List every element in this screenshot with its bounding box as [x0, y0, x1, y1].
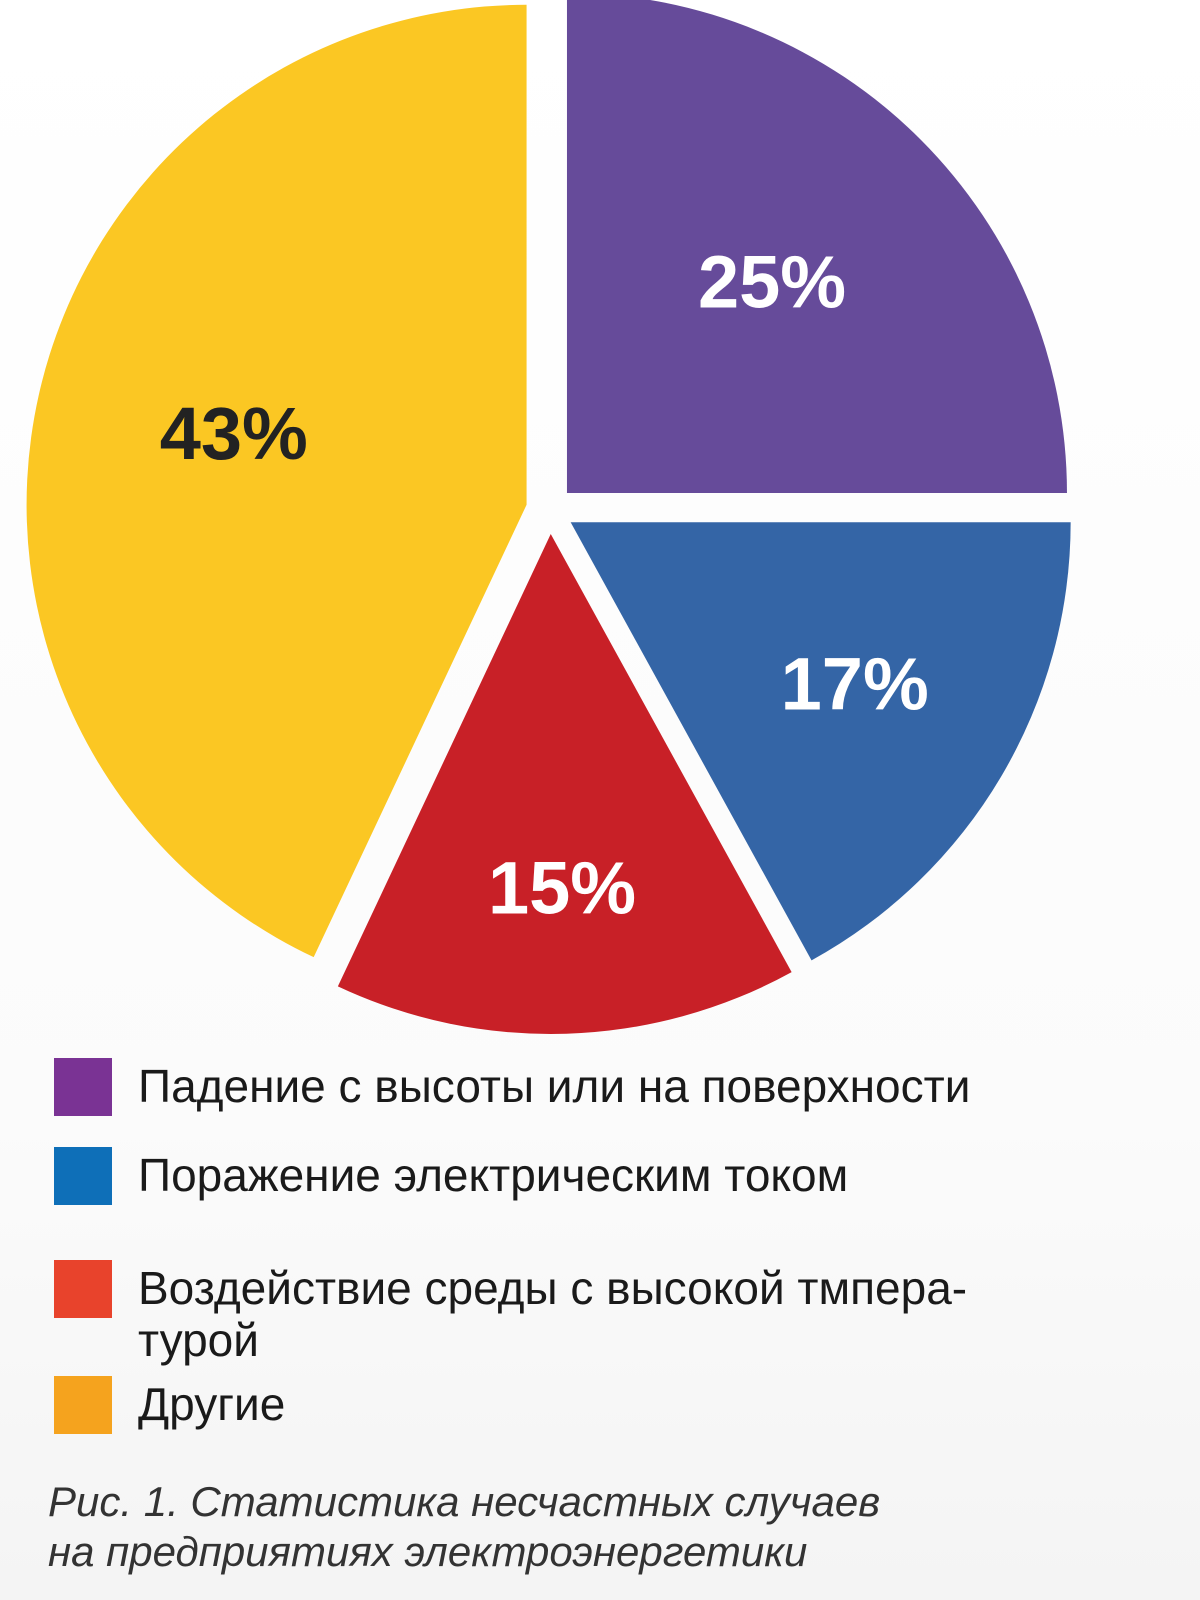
pie-labels: 25% 17% 15% 43%: [160, 241, 929, 930]
figure-caption: Рис. 1. Статистика несчастных случаев на…: [48, 1478, 881, 1575]
pie-slice-falls: [566, 0, 1067, 494]
legend-label-other: Другие: [138, 1378, 286, 1430]
pie-slice-other: [26, 4, 527, 958]
legend-swatch-other: [54, 1376, 112, 1434]
pie-slice-heat: [337, 533, 792, 1034]
pie-chart: 25% 17% 15% 43%: [26, 0, 1071, 1034]
legend-label-heat: Воздействие среды с высокой тмпера- туро…: [138, 1262, 968, 1366]
legend-swatch-falls: [54, 1058, 112, 1116]
legend-label-electric: Поражение электрическим током: [138, 1149, 849, 1201]
pie-label-electric: 17%: [781, 643, 929, 726]
legend-swatch-heat: [54, 1260, 112, 1318]
legend-label-falls: Падение с высоты или на поверхности: [138, 1060, 971, 1112]
pie-slice-electric: [570, 522, 1071, 961]
pie-label-falls: 25%: [698, 241, 846, 324]
pie-label-heat: 15%: [488, 846, 636, 929]
pie-label-other: 43%: [160, 392, 308, 475]
legend-swatch-electric: [54, 1147, 112, 1205]
pie-slices: [26, 0, 1071, 1034]
